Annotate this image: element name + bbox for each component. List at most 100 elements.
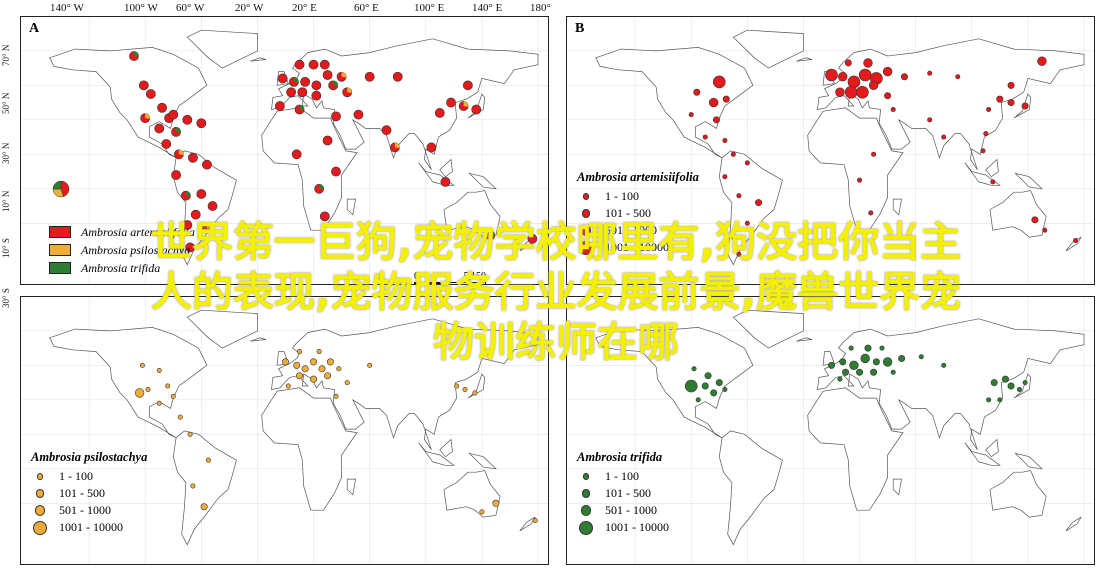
pie-legend-row: Ambrosia psilostachya <box>49 241 195 259</box>
occurrence-point <box>863 58 873 68</box>
pie-base <box>434 108 445 118</box>
pie-slice <box>176 127 181 133</box>
pie-base <box>392 71 403 82</box>
pie-marker <box>202 223 212 234</box>
occurrence-point <box>990 179 996 185</box>
legend-dot <box>579 520 593 535</box>
land-polygon <box>186 29 258 69</box>
legend-dot <box>35 489 45 498</box>
overlay-line-3: 物训练师在哪 <box>433 318 679 366</box>
legend-label: 101 - 500 <box>605 206 651 220</box>
pie-legend-swatch <box>49 262 71 274</box>
pie-marker <box>331 166 341 177</box>
legend-dot <box>581 209 591 218</box>
pie-base <box>274 101 285 111</box>
overlay-line-1: 世界第一巨狗,宠物学校哪里有,狗没把你当主 <box>150 218 962 266</box>
pie-base <box>154 123 165 134</box>
occurrence-point <box>730 151 736 157</box>
land-polygon <box>985 438 999 458</box>
land-polygon <box>443 190 501 238</box>
pie-marker <box>138 80 149 91</box>
occurrence-point <box>1031 216 1039 224</box>
land-polygon <box>732 29 804 69</box>
occurrence-point <box>310 358 318 366</box>
occurrence-point <box>281 358 289 366</box>
legend-dot <box>34 505 46 516</box>
occurrence-point <box>927 70 933 76</box>
pie-marker <box>311 80 322 91</box>
left-axis-label: 70° N <box>1 44 11 66</box>
legend-symbol <box>577 225 595 236</box>
occurrence-point <box>722 174 728 180</box>
pie-slice <box>134 51 139 57</box>
pie-marker <box>458 101 469 111</box>
legend-label: 501 - 1000 <box>605 223 657 237</box>
legend-label: 1001 - 10000 <box>59 520 123 534</box>
pie-legend-swatch <box>49 244 71 256</box>
land-polygon <box>439 158 453 178</box>
legend-dot <box>582 193 590 200</box>
occurrence-point <box>844 85 858 99</box>
legend-title: Ambrosia psilostachya <box>31 450 148 464</box>
legend-symbol <box>577 505 595 516</box>
occurrence-point <box>722 138 728 144</box>
occurrence-point <box>918 354 924 360</box>
legend-symbol <box>31 489 49 498</box>
pie-marker <box>446 97 456 108</box>
pie-marker <box>462 80 473 91</box>
land-polygon <box>271 318 539 450</box>
occurrence-point <box>710 389 718 397</box>
occurrence-point <box>1001 375 1009 383</box>
land-polygon <box>468 172 497 190</box>
pie-base <box>294 59 305 70</box>
land-polygon <box>250 337 267 342</box>
occurrence-point <box>1007 99 1015 107</box>
pie-slice <box>293 77 299 83</box>
pie-slice <box>319 184 324 190</box>
occurrence-point <box>479 509 485 515</box>
pie-slice <box>206 223 212 230</box>
pie-base <box>190 209 201 220</box>
map-panel-d: Ambrosia trifida 1 - 100 101 - 500 501 - 1… <box>566 296 1095 565</box>
land-polygon <box>595 327 754 439</box>
pie-slice <box>347 87 352 93</box>
pie-marker <box>392 71 403 82</box>
occurrence-point <box>1007 81 1015 89</box>
occurrence-point <box>715 379 723 387</box>
occurrence-point <box>693 88 701 96</box>
land-polygon <box>796 57 813 62</box>
pie-marker <box>426 142 437 153</box>
top-axis-label: 140° W <box>50 2 84 14</box>
legend-label: 101 - 500 <box>59 486 105 500</box>
left-axis-label: 30° N <box>1 142 11 164</box>
pie-base <box>196 118 207 129</box>
land-polygon <box>468 452 497 470</box>
occurrence-point <box>879 345 885 351</box>
occurrence-point <box>870 368 878 376</box>
legend-label: 1001 - 10000 <box>605 520 669 534</box>
legend-d: Ambrosia trifida 1 - 100 101 - 500 501 - 1… <box>577 450 669 536</box>
legend-row: 501 - 1000 <box>577 222 699 239</box>
occurrence-point <box>890 369 896 375</box>
pie-marker <box>196 189 207 199</box>
pie-base <box>196 189 207 199</box>
occurrence-point <box>837 376 843 382</box>
pie-marker <box>291 149 302 160</box>
land-polygon <box>1014 452 1043 470</box>
occurrence-point <box>708 97 719 108</box>
legend-symbol <box>577 240 595 255</box>
land-polygon <box>49 327 208 439</box>
occurrence-point <box>336 366 342 372</box>
pie-base <box>157 102 167 113</box>
legend-symbol <box>31 473 49 480</box>
pie-legend-row: Ambrosia artemisiifolia <box>49 223 195 241</box>
occurrence-point <box>326 358 334 366</box>
pie-marker <box>300 76 311 87</box>
occurrence-point <box>316 349 322 355</box>
pie-base <box>161 139 172 149</box>
pie-marker <box>440 176 451 187</box>
pie-slice <box>52 180 62 190</box>
pie-marker <box>328 80 339 91</box>
legend-label: 1 - 100 <box>605 469 639 483</box>
occurrence-point <box>139 362 145 368</box>
